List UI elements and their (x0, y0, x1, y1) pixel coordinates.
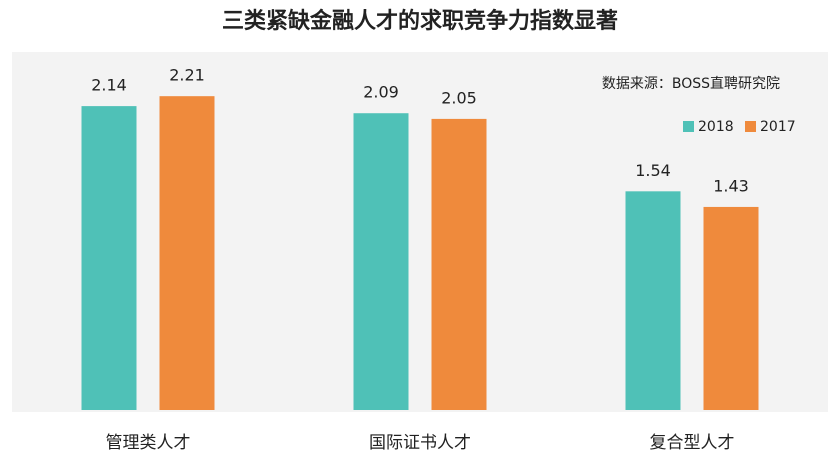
data-label: 2.21 (169, 66, 205, 85)
plot-background (12, 52, 828, 412)
bar (625, 191, 681, 410)
legend-label: 2018 (698, 119, 734, 135)
data-label: 1.54 (635, 161, 671, 180)
data-label: 2.05 (441, 88, 477, 107)
bar (431, 118, 487, 411)
data-label: 2.09 (363, 83, 399, 102)
legend-swatch (683, 121, 694, 132)
x-tick-label: 复合型人才 (650, 433, 735, 453)
bar (159, 96, 215, 411)
x-tick-label: 国际证书人才 (369, 433, 471, 453)
bar (703, 206, 759, 410)
x-tick-label: 管理类人才 (106, 433, 191, 453)
legend-label: 2017 (760, 119, 796, 135)
data-label: 1.43 (713, 176, 749, 195)
bar (81, 106, 137, 411)
legend-swatch (745, 121, 756, 132)
source-note: 数据来源：BOSS直聘研究院 (602, 75, 780, 92)
bar (353, 113, 409, 410)
chart-title: 三类紧缺金融人才的求职竞争力指数显著 (222, 8, 618, 34)
data-label: 2.14 (91, 76, 127, 95)
